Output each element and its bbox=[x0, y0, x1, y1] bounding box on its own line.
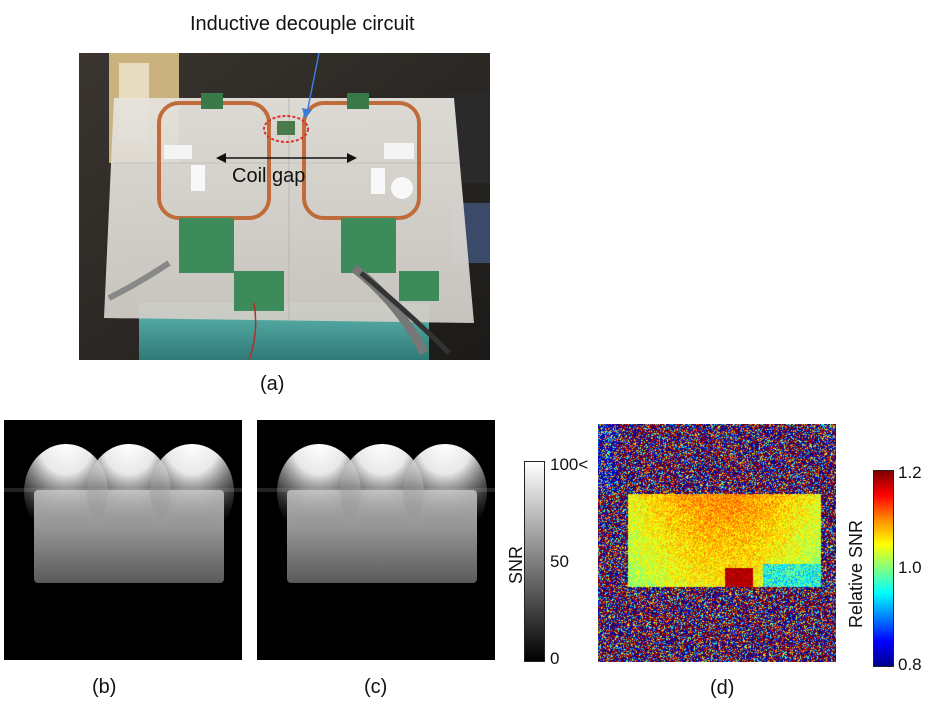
relative-tick-max: 1.2 bbox=[898, 463, 922, 482]
relative-tick-mid: 1.0 bbox=[898, 558, 922, 577]
relative-snr-canvas bbox=[598, 424, 836, 662]
snr-tick-mid: 50 bbox=[550, 552, 569, 571]
inductive-decouple-label: Inductive decouple circuit bbox=[190, 13, 415, 35]
snr-colorbar-label: SNR bbox=[506, 545, 526, 584]
panel-label-a: (a) bbox=[260, 373, 285, 395]
panel-label-b: (b) bbox=[92, 676, 117, 698]
snr-colorbar bbox=[524, 461, 545, 662]
panel-label-d: (d) bbox=[710, 677, 735, 699]
coil-gap-label: Coil gap bbox=[232, 165, 306, 187]
panel-label-c: (c) bbox=[364, 676, 388, 698]
snr-tick-min: 0 bbox=[550, 649, 560, 668]
snr-tick-max: 100< bbox=[550, 455, 589, 474]
relative-tick-min: 0.8 bbox=[898, 655, 922, 674]
relative-snr-colorbar bbox=[873, 470, 894, 667]
relative-snr-map-d bbox=[598, 424, 836, 662]
relative-snr-colorbar-label: Relative SNR bbox=[846, 519, 866, 628]
snr-map-c bbox=[257, 420, 495, 660]
coil-photo bbox=[79, 53, 490, 360]
snr-map-b bbox=[4, 420, 242, 660]
